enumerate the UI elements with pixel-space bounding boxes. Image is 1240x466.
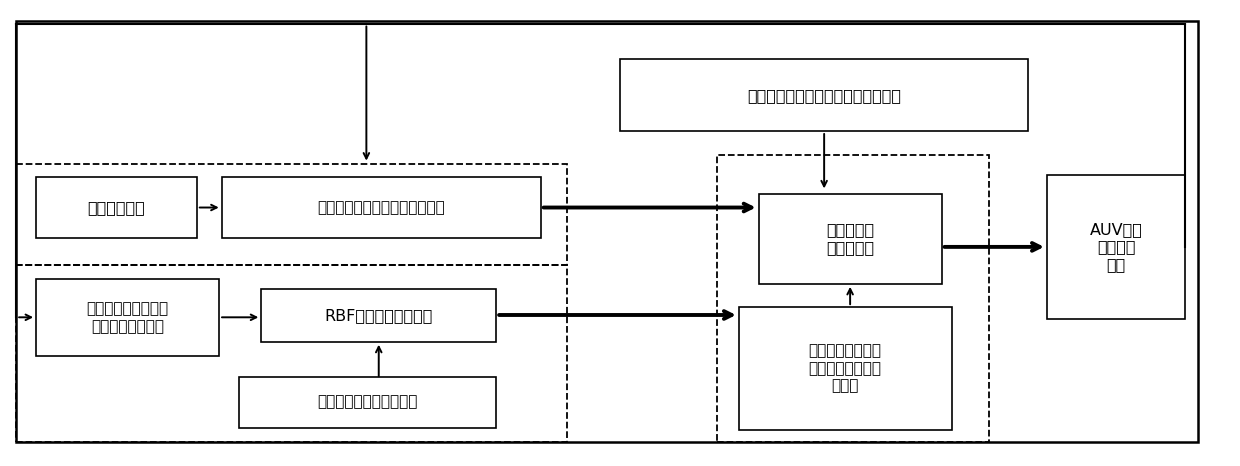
Text: AUV系统
动力定位
控制: AUV系统 动力定位 控制 [1090,222,1142,272]
Bar [36,279,219,356]
Text: RBF神经网络在线逼近: RBF神经网络在线逼近 [325,308,433,323]
Bar [262,288,496,342]
Text: 区域跟踪控制系统误差动态方程: 区域跟踪控制系统误差动态方程 [317,200,445,215]
Bar [717,155,988,442]
Text: 基于指数函数的滑
模切换增益在线调
节方式: 基于指数函数的滑 模切换增益在线调 节方式 [808,343,882,393]
Text: 构造目标区域: 构造目标区域 [88,200,145,215]
Bar [739,307,951,430]
Text: 滑模控制项补偿逼近误差: 滑模控制项补偿逼近误差 [317,395,418,410]
Bar [16,164,567,266]
Text: 模型不确定和水流干
扰等不确定未知项: 模型不确定和水流干 扰等不确定未知项 [87,302,169,334]
Text: 自适应滑模
区域控制器: 自适应滑模 区域控制器 [826,223,874,255]
Bar [1047,175,1185,319]
Bar [36,178,197,238]
Bar [759,194,941,284]
Bar [620,59,1028,131]
Bar [16,266,567,442]
Text: 径向基函数中心、方差自适应控制律: 径向基函数中心、方差自适应控制律 [748,88,901,103]
Bar [222,178,541,238]
Bar [239,377,496,427]
